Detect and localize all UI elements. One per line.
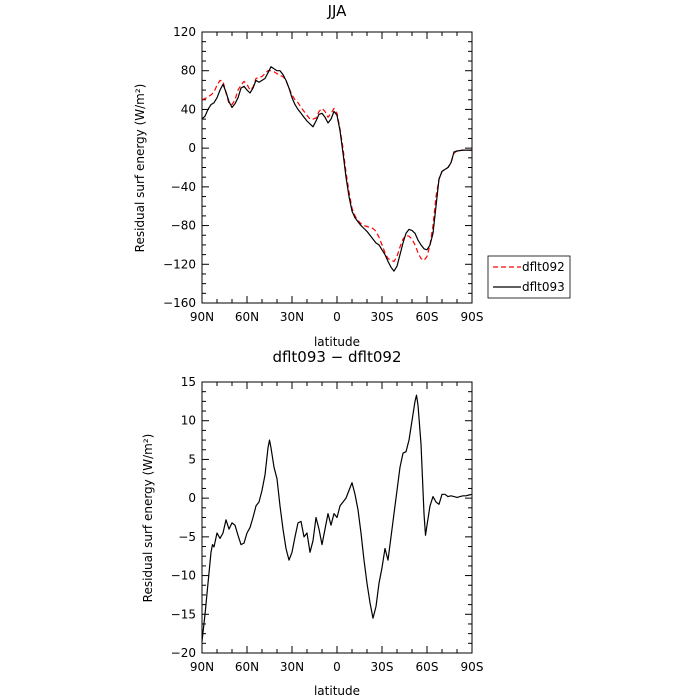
y-tick-label: 0 [188,141,196,155]
chart-jja: JJA 90N 60N 30N 0 30S 60S 90S 120 80 40 0 −40 −80 −1… [133,2,571,349]
series-lines [201,394,473,642]
series-lines [201,66,472,272]
x-tick-label: 90N [190,310,214,324]
series-line-diff-0 [201,394,473,642]
x-ticks: 90N 60N 30N 0 30S 60S 90S [190,382,484,674]
x-axis-label: latitude [314,335,360,349]
legend-label-dflt093: dflt093 [522,280,565,294]
y-tick-label: −80 [171,219,196,233]
y-tick-label: 10 [181,414,196,428]
x-tick-label: 0 [333,660,341,674]
x-tick-label: 90N [190,660,214,674]
y-tick-label: −40 [171,180,196,194]
y-tick-label: 5 [188,452,196,466]
y-ticks: 120 80 40 0 −40 −80 −120 −160 [163,25,472,310]
y-tick-label: 120 [173,25,196,39]
plot-frame [201,381,473,654]
x-tick-label: 30S [371,660,394,674]
y-tick-label: 15 [181,375,196,389]
chart-title: dflt093 − dflt092 [272,348,401,366]
legend-frame [487,255,571,299]
y-axis-label: Residual surf energy (W/m²) [133,84,147,253]
legend: dflt092 dflt093 [487,255,571,299]
x-tick-label: 60N [235,660,259,674]
x-tick-label: 30N [280,310,304,324]
y-tick-label: −20 [171,646,196,660]
plot-frame [201,31,473,304]
x-tick-label: 90S [461,660,484,674]
x-tick-label: 30N [280,660,304,674]
x-tick-label: 30S [371,310,394,324]
x-tick-label: 60N [235,310,259,324]
x-ticks: 90N 60N 30N 0 30S 60S 90S [190,32,484,324]
y-tick-label: −15 [171,607,196,621]
x-tick-label: 60S [416,660,439,674]
x-axis-label: latitude [314,684,360,698]
x-tick-label: 0 [333,310,341,324]
y-tick-label: 0 [188,491,196,505]
y-tick-label: −160 [163,296,196,310]
y-ticks: 15 10 5 0 −5 −10 −15 −20 [171,375,472,660]
y-tick-label: 80 [181,64,196,78]
y-tick-label: −5 [178,530,196,544]
chart-title: JJA [327,2,348,20]
series-line-dflt092 [201,70,472,262]
series-line-dflt093 [201,66,472,272]
x-tick-label: 90S [461,310,484,324]
y-tick-label: −10 [171,569,196,583]
chart-difference: dflt093 − dflt092 90N 60N 30N 0 30S 60S 90S 15… [141,348,483,698]
y-axis-label: Residual surf energy (W/m²) [141,434,155,603]
legend-label-dflt092: dflt092 [522,260,565,274]
y-tick-label: 40 [181,102,196,116]
y-tick-label: −120 [163,257,196,271]
x-tick-label: 60S [416,310,439,324]
